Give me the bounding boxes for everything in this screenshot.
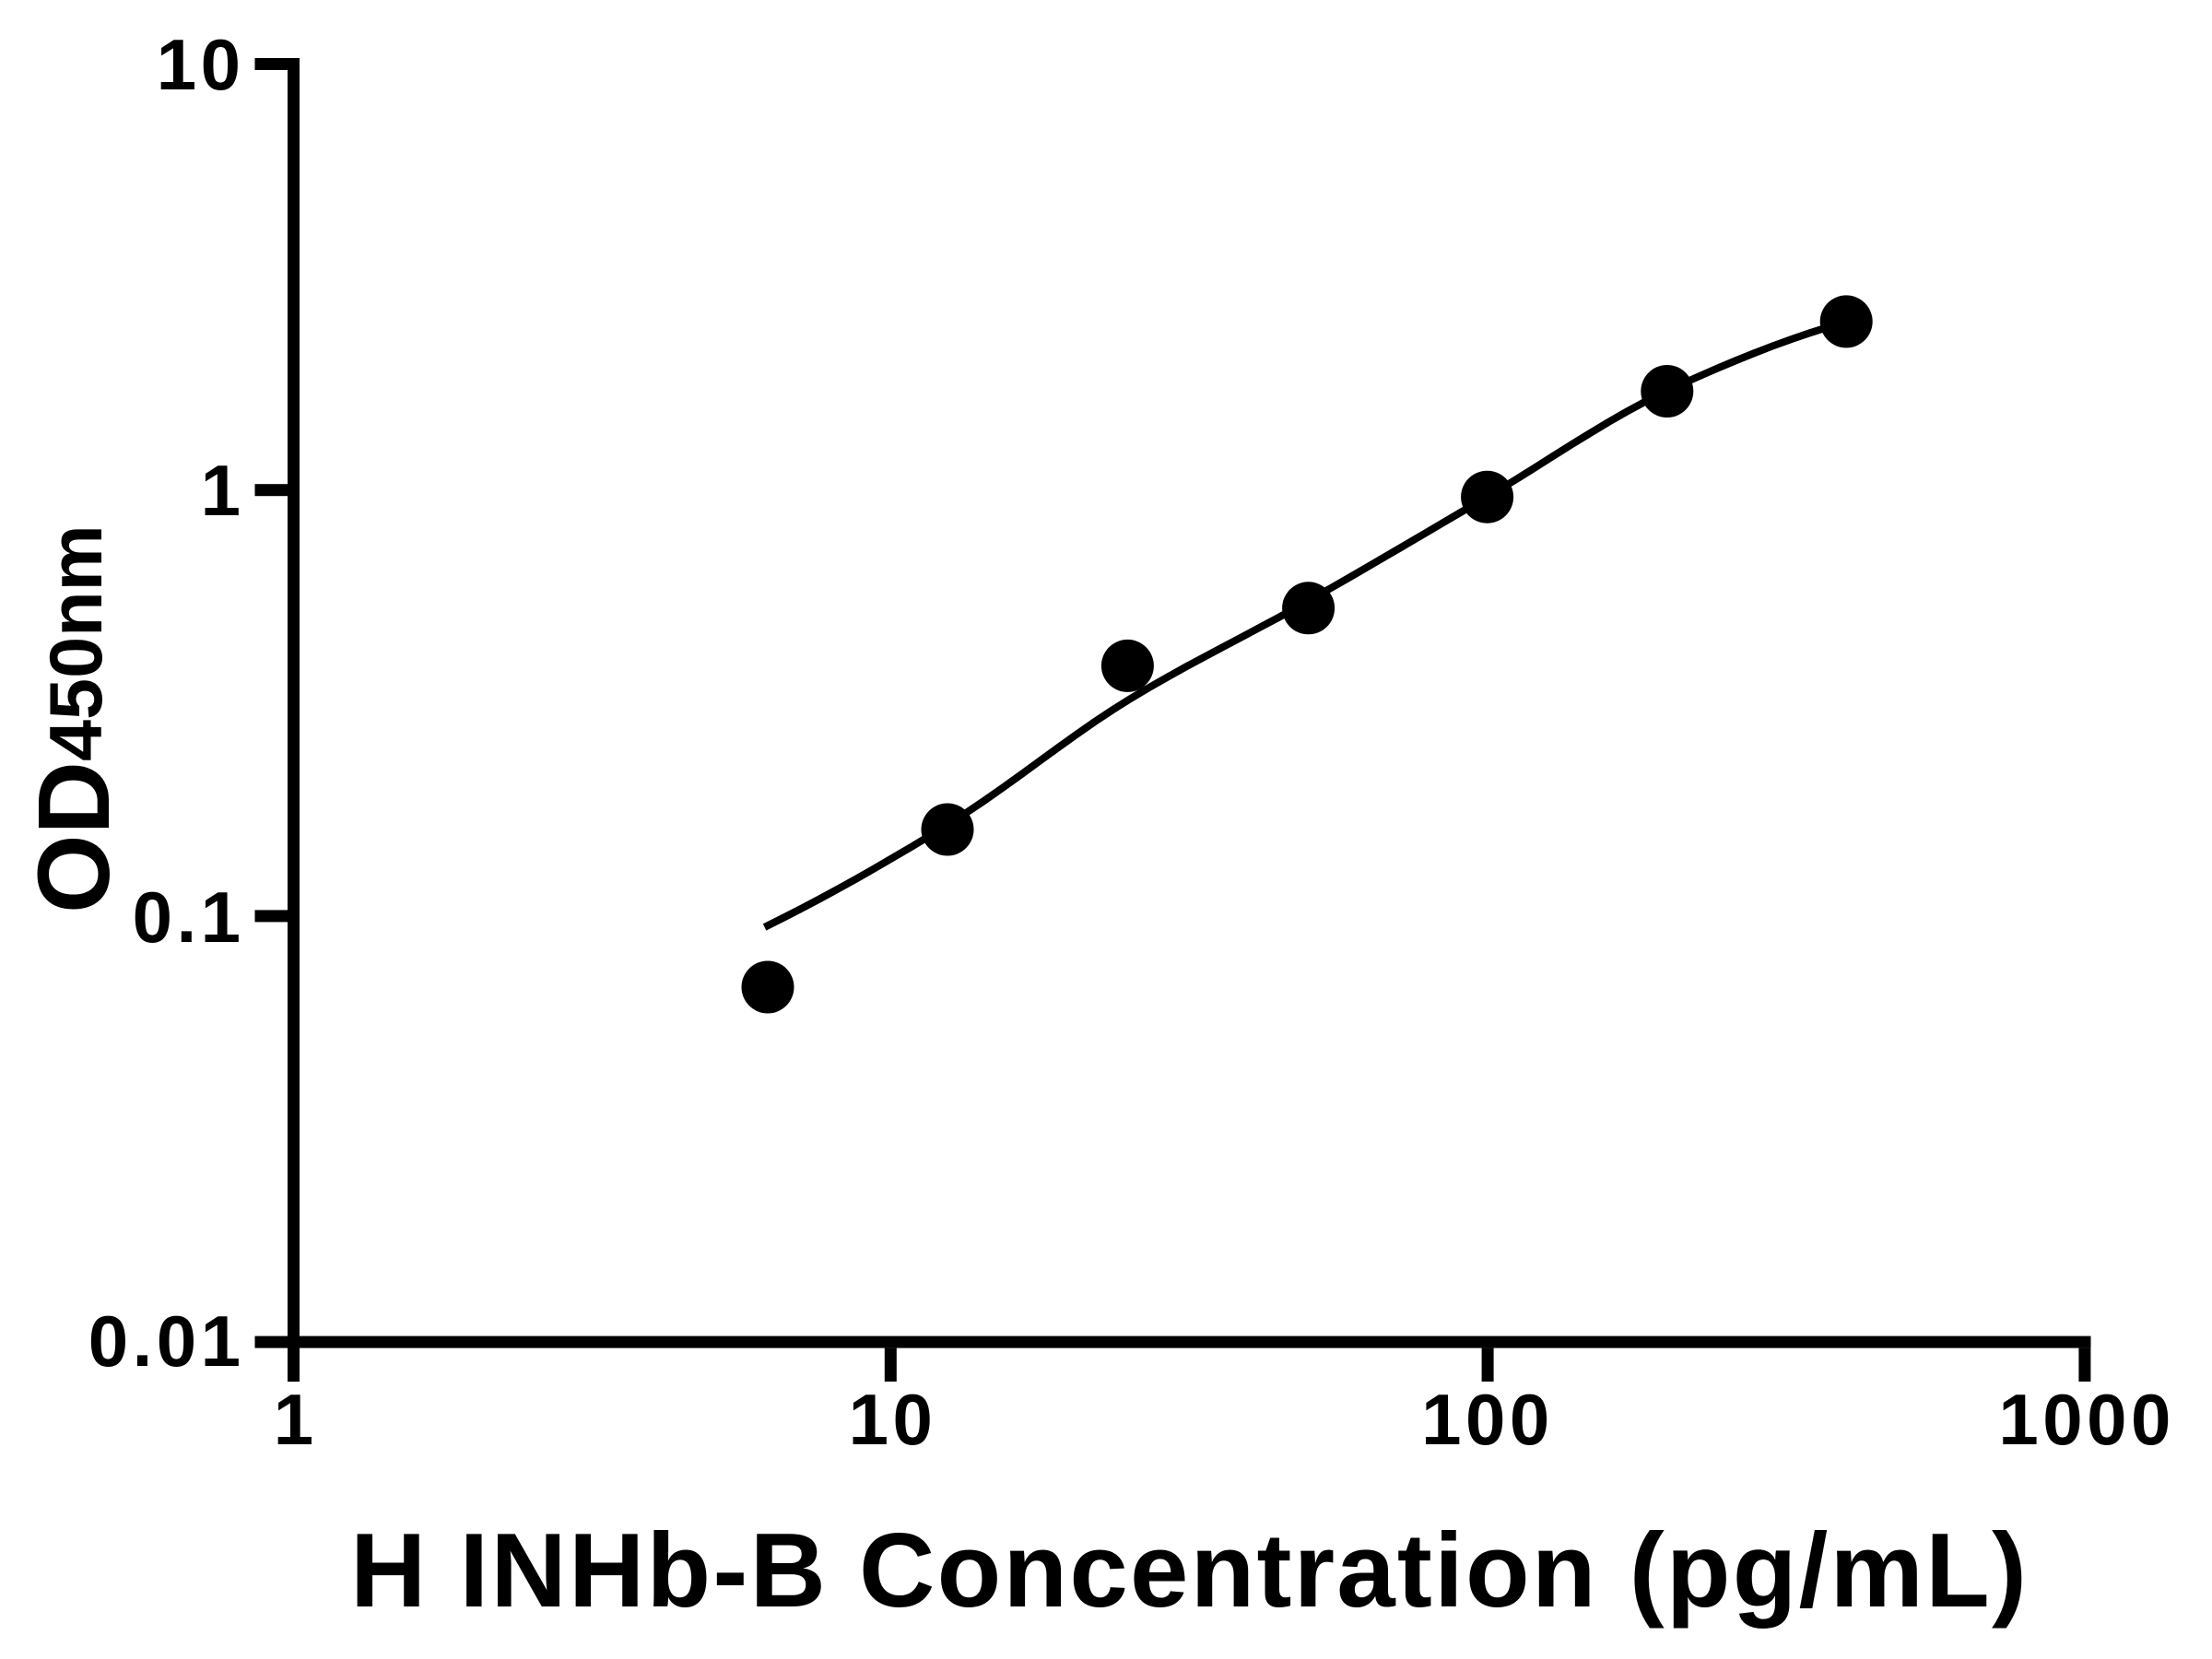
svg-text:0.01: 0.01 <box>88 1300 245 1382</box>
svg-text:1000: 1000 <box>1998 1379 2175 1460</box>
svg-text:H INHb-B Concentration (pg/mL): H INHb-B Concentration (pg/mL) <box>350 1512 2027 1630</box>
svg-text:10: 10 <box>849 1379 937 1460</box>
svg-text:0.1: 0.1 <box>133 877 245 958</box>
svg-text:100: 100 <box>1421 1379 1554 1460</box>
svg-text:1: 1 <box>274 1379 318 1460</box>
svg-text:10: 10 <box>157 24 245 105</box>
svg-text:OD450nm: OD450nm <box>18 524 131 913</box>
svg-text:1: 1 <box>201 450 245 531</box>
